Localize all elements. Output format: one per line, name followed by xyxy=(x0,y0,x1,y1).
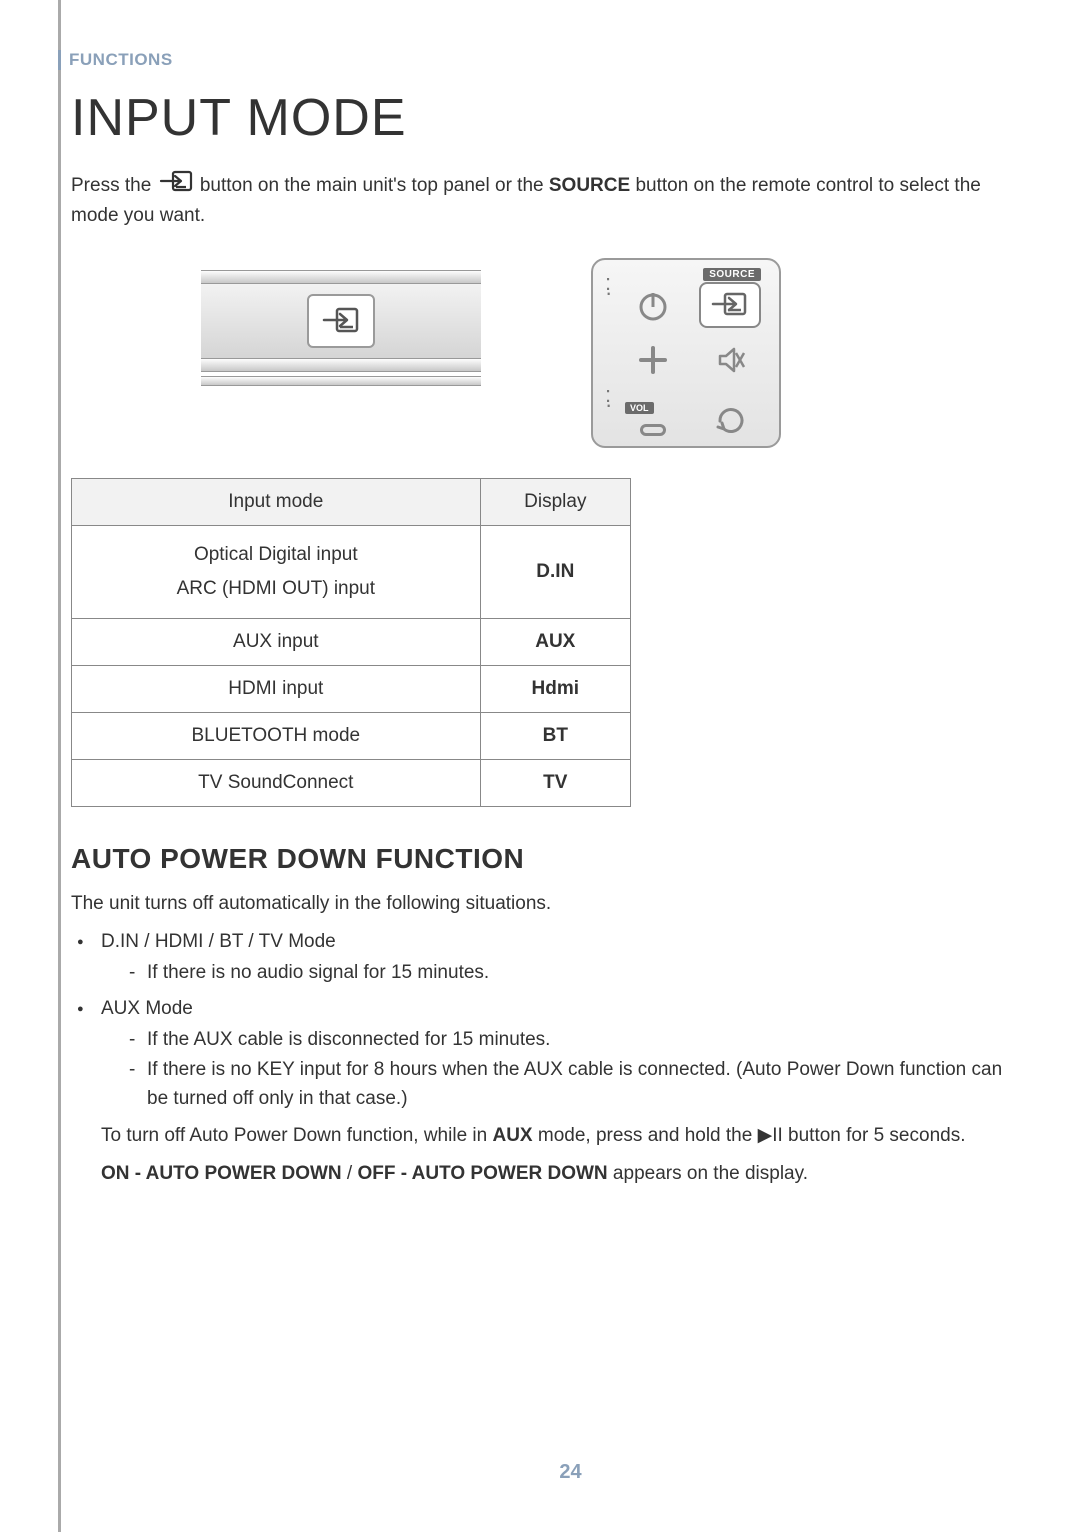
cell-text: HDMI input xyxy=(72,666,481,713)
cell-text: Optical Digital input xyxy=(194,544,358,565)
note-sep: / xyxy=(342,1163,358,1184)
mute-icon xyxy=(711,340,751,380)
apd-list: D.IN / HDMI / BT / TV Mode If there is n… xyxy=(71,927,1012,1114)
subsection-heading: AUTO POWER DOWN FUNCTION xyxy=(71,843,1012,875)
list-subitem: If there is no audio signal for 15 minut… xyxy=(129,958,1012,987)
cell-display: TV xyxy=(480,760,630,807)
note-text: mode, press and hold the ▶II button for … xyxy=(533,1125,966,1146)
repeat-icon xyxy=(711,400,751,440)
note-off: OFF - AUTO POWER DOWN xyxy=(358,1163,608,1184)
apd-lead: The unit turns off automatically in the … xyxy=(71,889,1012,918)
cell-text: AUX input xyxy=(72,619,481,666)
cell-display: D.IN xyxy=(480,526,630,619)
section-label: FUNCTIONS xyxy=(58,50,1012,70)
table-header-display: Display xyxy=(480,479,630,526)
remote-illustration: :· :· SOURCE VOL xyxy=(591,258,781,448)
soundbar-panel-illustration xyxy=(201,258,481,388)
cell-text: ARC (HDMI OUT) input xyxy=(177,578,375,599)
table-row: HDMI input Hdmi xyxy=(72,666,631,713)
remote-source-label: SOURCE xyxy=(703,268,761,281)
page-number: 24 xyxy=(61,1461,1080,1484)
cell-text: TV SoundConnect xyxy=(72,760,481,807)
cell-text: BLUETOOTH mode xyxy=(72,713,481,760)
note-text: appears on the display. xyxy=(608,1163,808,1184)
remote-source-button xyxy=(699,282,761,328)
panel-source-button xyxy=(307,294,375,348)
intro-text: button on the main unit's top panel or t… xyxy=(200,175,549,196)
apd-note: To turn off Auto Power Down function, wh… xyxy=(71,1121,1012,1150)
table-row: AUX input AUX xyxy=(72,619,631,666)
list-subitem: If there is no KEY input for 8 hours whe… xyxy=(129,1055,1012,1114)
note-aux: AUX xyxy=(492,1125,532,1146)
cell-display: Hdmi xyxy=(480,666,630,713)
intro-paragraph: Press the button on the main unit's top … xyxy=(71,170,1012,230)
cell-display: AUX xyxy=(480,619,630,666)
table-row: Optical Digital input ARC (HDMI OUT) inp… xyxy=(72,526,631,619)
apd-note-2: ON - AUTO POWER DOWN / OFF - AUTO POWER … xyxy=(71,1159,1012,1188)
table-header-mode: Input mode xyxy=(72,479,481,526)
source-icon xyxy=(159,170,193,202)
intro-source-word: SOURCE xyxy=(549,175,630,196)
page-title: INPUT MODE xyxy=(71,88,1012,148)
list-item-title: D.IN / HDMI / BT / TV Mode xyxy=(101,931,336,952)
list-item-title: AUX Mode xyxy=(101,998,193,1019)
power-icon xyxy=(633,286,673,326)
table-row: BLUETOOTH mode BT xyxy=(72,713,631,760)
input-mode-table: Input mode Display Optical Digital input… xyxy=(71,478,631,807)
list-item: AUX Mode If the AUX cable is disconnecte… xyxy=(75,994,1012,1114)
note-on: ON - AUTO POWER DOWN xyxy=(101,1163,342,1184)
note-text: To turn off Auto Power Down function, wh… xyxy=(101,1125,492,1146)
volume-down-icon xyxy=(633,410,673,450)
intro-text: Press the xyxy=(71,175,157,196)
illustration-row: :· :· SOURCE VOL xyxy=(201,258,1012,448)
volume-up-icon xyxy=(633,340,673,380)
list-subitem: If the AUX cable is disconnected for 15 … xyxy=(129,1025,1012,1054)
list-item: D.IN / HDMI / BT / TV Mode If there is n… xyxy=(75,927,1012,988)
table-row: TV SoundConnect TV xyxy=(72,760,631,807)
cell-display: BT xyxy=(480,713,630,760)
